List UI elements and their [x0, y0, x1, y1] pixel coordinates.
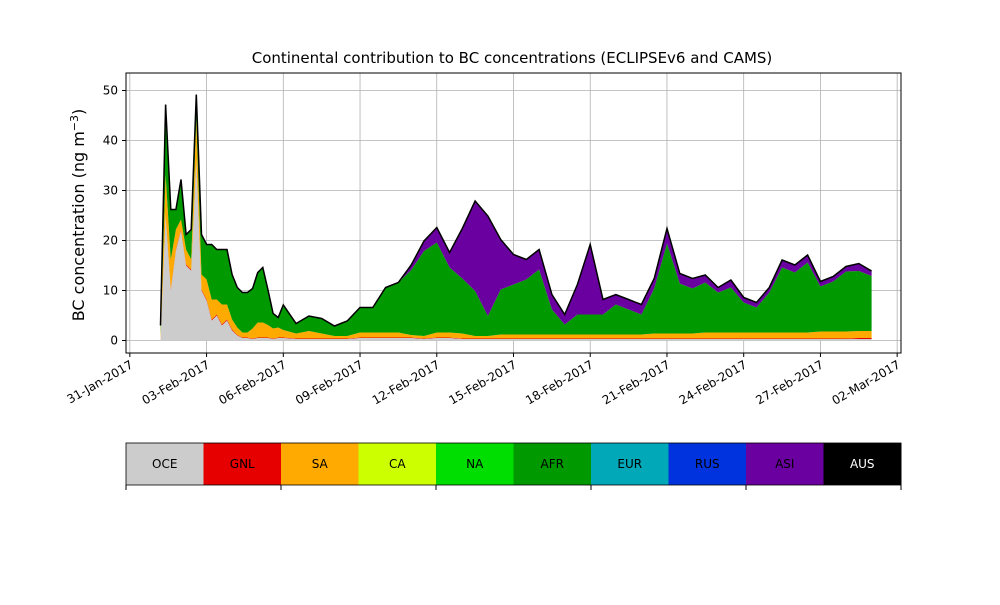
colorbar-label-rus: RUS — [695, 457, 720, 471]
y-tick-label: 50 — [103, 84, 118, 98]
colorbar-swatch-eur — [591, 443, 669, 485]
x-tick-label: 15-Feb-2017 — [446, 357, 519, 407]
colorbar-label-ca: CA — [389, 457, 406, 471]
colorbar-label-gnl: GNL — [230, 457, 255, 471]
y-tick-label: 0 — [110, 334, 118, 348]
y-tick-label: 40 — [103, 134, 118, 148]
colorbar-swatch-rus — [668, 443, 747, 485]
x-tick-label: 09-Feb-2017 — [293, 357, 366, 407]
y-axis-label-main: BC concentration (ng m — [69, 131, 88, 321]
colorbar-label-eur: EUR — [617, 457, 642, 471]
x-tick-label: 31-Jan-2017 — [65, 357, 136, 406]
colorbar-swatch-ca — [358, 443, 437, 485]
x-tick-label: 03-Feb-2017 — [139, 357, 212, 407]
x-tick-label: 02-Mar-2017 — [830, 357, 903, 407]
x-tick-label: 27-Feb-2017 — [753, 357, 826, 407]
x-tick-label: 12-Feb-2017 — [370, 357, 443, 407]
x-tick-label: 24-Feb-2017 — [677, 357, 750, 407]
colorbar-swatch-oce — [126, 443, 204, 485]
area-asi — [160, 94, 872, 326]
colorbar-swatch-sa — [281, 443, 359, 485]
colorbar-swatch-gnl — [203, 443, 282, 485]
x-tick-label: 21-Feb-2017 — [600, 357, 673, 407]
y-axis-label-close: ) — [69, 109, 88, 115]
colorbar-label-na: NA — [466, 457, 484, 471]
chart-title: Continental contribution to BC concentra… — [252, 49, 773, 67]
colorbar-label-afr: AFR — [541, 457, 564, 471]
y-tick-label: 20 — [103, 234, 118, 248]
x-tick-label: 18-Feb-2017 — [523, 357, 596, 407]
colorbar-swatch-aus — [823, 443, 902, 485]
stacked-areas — [160, 94, 872, 341]
colorbar-swatch-asi — [746, 443, 824, 485]
y-axis-label: BC concentration (ng m−3) — [68, 109, 88, 322]
y-axis-label-superscript: −3 — [68, 115, 81, 131]
y-axis: 0 10 20 30 40 50 — [103, 84, 126, 348]
colorbar-swatch-afr — [513, 443, 592, 485]
colorbar-swatch-na — [436, 443, 514, 485]
area-afr — [160, 94, 872, 336]
x-axis: 31-Jan-2017 03-Feb-2017 06-Feb-2017 09-Feb-… — [65, 353, 903, 408]
colorbar-label-asi: ASI — [775, 457, 794, 471]
x-tick-label: 06-Feb-2017 — [216, 357, 289, 407]
colorbar: OCE GNL SA CA NA AFR EUR RUS ASI AUS — [125, 442, 902, 490]
total-outline-line — [159, 94, 872, 327]
y-tick-label: 30 — [103, 184, 118, 198]
area-sa — [160, 119, 872, 341]
colorbar-frame — [125, 442, 902, 486]
y-tick-label: 10 — [103, 284, 118, 298]
colorbar-label-sa: SA — [312, 457, 329, 471]
colorbar-label-aus: AUS — [850, 457, 875, 471]
colorbar-label-oce: OCE — [152, 457, 177, 471]
